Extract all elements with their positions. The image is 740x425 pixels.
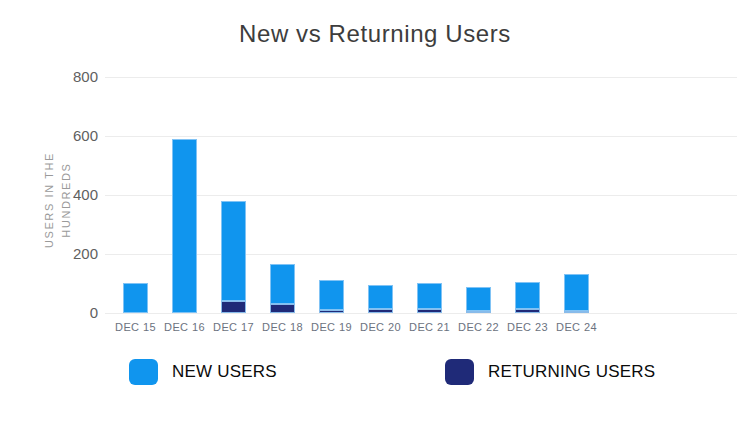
bar-segment-new-users bbox=[417, 283, 442, 309]
x-axis-label: DEC 17 bbox=[209, 321, 258, 333]
bar-cell-dec-24 bbox=[552, 77, 601, 313]
stacked-bar bbox=[221, 201, 246, 313]
x-axis-label: DEC 20 bbox=[356, 321, 405, 333]
bar-segment-new-users bbox=[319, 280, 344, 310]
stacked-bar bbox=[172, 139, 197, 313]
bar-segment-returning-users bbox=[417, 309, 442, 313]
stacked-bar bbox=[368, 285, 393, 313]
x-axis-label: DEC 15 bbox=[111, 321, 160, 333]
legend-item-new-users[interactable]: NEW USERS bbox=[129, 359, 277, 385]
stacked-bar bbox=[515, 282, 540, 313]
y-tick-label: 800 bbox=[40, 68, 98, 86]
x-axis-labels: DEC 15DEC 16DEC 17DEC 18DEC 19DEC 20DEC … bbox=[111, 321, 601, 333]
x-axis-label: DEC 22 bbox=[454, 321, 503, 333]
bar-cell-dec-23 bbox=[503, 77, 552, 313]
bar-segment-returning-users bbox=[221, 301, 246, 313]
bar-segment-returning-users bbox=[319, 310, 344, 313]
stacked-bar bbox=[466, 287, 491, 313]
new-users-swatch-icon bbox=[129, 359, 158, 385]
x-axis-label: DEC 23 bbox=[503, 321, 552, 333]
y-tick-label: 200 bbox=[40, 245, 98, 263]
bar-segment-returning-users bbox=[270, 304, 295, 313]
returning-users-swatch-icon bbox=[445, 359, 474, 385]
x-axis-label: DEC 19 bbox=[307, 321, 356, 333]
y-tick-label: 400 bbox=[40, 186, 98, 204]
bar-segment-new-users bbox=[368, 285, 393, 309]
x-axis-label: DEC 24 bbox=[552, 321, 601, 333]
stacked-bar bbox=[564, 274, 589, 313]
legend-label-new-users: NEW USERS bbox=[172, 362, 277, 382]
bar-cell-dec-19 bbox=[307, 77, 356, 313]
x-axis-label: DEC 16 bbox=[160, 321, 209, 333]
bar-cell-dec-15 bbox=[111, 77, 160, 313]
bar-segment-returning-users bbox=[564, 311, 589, 313]
bar-segment-new-users bbox=[515, 282, 540, 309]
stacked-bar bbox=[319, 280, 344, 313]
bar-segment-new-users bbox=[466, 287, 491, 311]
bar-segment-returning-users bbox=[368, 309, 393, 313]
legend-item-returning-users[interactable]: RETURNING USERS bbox=[445, 359, 655, 385]
stacked-bar bbox=[123, 283, 148, 313]
chart-title: New vs Returning Users bbox=[0, 20, 740, 48]
y-tick-label: 0 bbox=[40, 304, 98, 322]
bars-row bbox=[111, 77, 601, 313]
bar-cell-dec-21 bbox=[405, 77, 454, 313]
bar-segment-new-users bbox=[564, 274, 589, 311]
stacked-bar bbox=[417, 283, 442, 313]
bar-cell-dec-20 bbox=[356, 77, 405, 313]
bar-segment-new-users bbox=[172, 139, 197, 313]
bar-cell-dec-16 bbox=[160, 77, 209, 313]
bar-segment-returning-users bbox=[515, 309, 540, 313]
x-axis-label: DEC 21 bbox=[405, 321, 454, 333]
bar-segment-returning-users bbox=[466, 311, 491, 313]
x-axis-label: DEC 18 bbox=[258, 321, 307, 333]
bar-cell-dec-17 bbox=[209, 77, 258, 313]
bar-segment-new-users bbox=[221, 201, 246, 301]
y-tick-label: 600 bbox=[40, 127, 98, 145]
plot-area bbox=[105, 77, 737, 314]
bar-cell-dec-18 bbox=[258, 77, 307, 313]
chart-page: New vs Returning Users USERS IN THE HUND… bbox=[0, 0, 740, 425]
bar-segment-new-users bbox=[270, 264, 295, 304]
bar-cell-dec-22 bbox=[454, 77, 503, 313]
gridline bbox=[105, 313, 737, 314]
stacked-bar bbox=[270, 264, 295, 313]
legend-label-returning-users: RETURNING USERS bbox=[488, 362, 655, 382]
bar-segment-new-users bbox=[123, 283, 148, 313]
